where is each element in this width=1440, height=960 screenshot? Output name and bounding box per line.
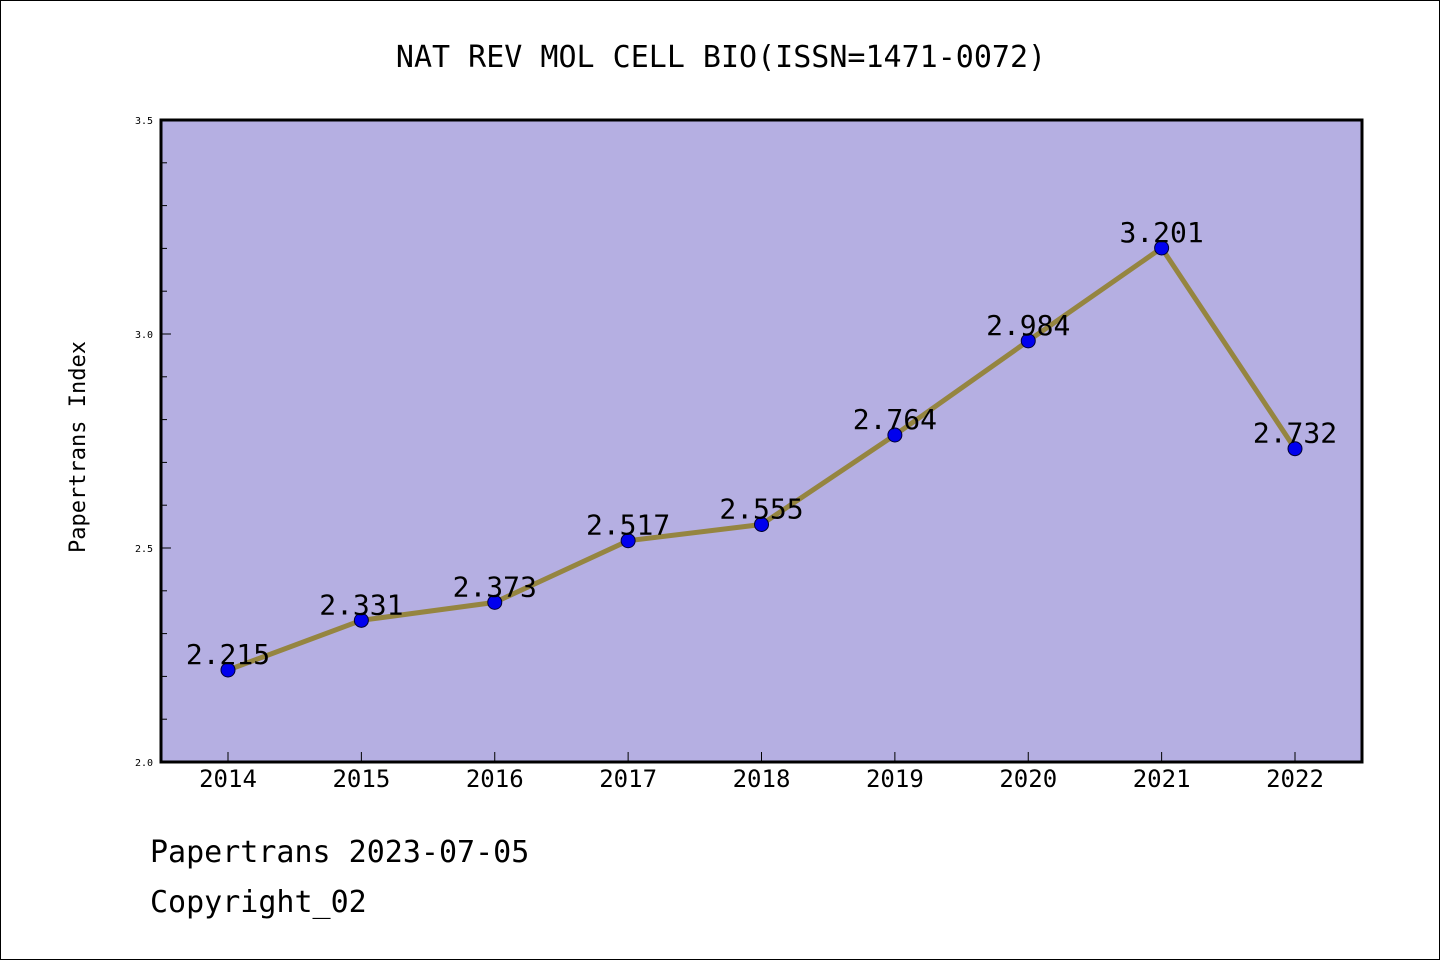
y-tick-label: 3.0 xyxy=(135,330,153,341)
axes-layer: 2.0 2.5 3.0 3.5 2014 2015 2016 2017 2018 2019 2020… xyxy=(135,116,1324,793)
data-point xyxy=(887,427,903,443)
data-point xyxy=(754,516,769,532)
data-point xyxy=(1154,240,1170,256)
x-tick-label: 2021 xyxy=(1133,765,1191,793)
data-label: 2.764 xyxy=(853,403,937,436)
data-point xyxy=(220,662,236,678)
footer-copyright: Copyright_02 xyxy=(150,885,367,920)
y-tick-label: 2.5 xyxy=(135,544,153,555)
x-tick-label: 2018 xyxy=(733,765,791,793)
data-point xyxy=(1020,333,1036,349)
x-tick-label: 2015 xyxy=(332,765,390,793)
footer-date: Papertrans 2023-07-05 xyxy=(150,835,530,870)
y-axis-label: Papertrans Index xyxy=(66,341,91,553)
data-label: 3.201 xyxy=(1119,216,1203,249)
data-label: 2.732 xyxy=(1253,417,1337,450)
series-layer xyxy=(220,240,1303,678)
y-tick-label: 3.5 xyxy=(135,116,153,127)
data-label: 2.555 xyxy=(719,492,803,525)
data-point xyxy=(620,533,636,549)
data-point xyxy=(353,612,369,628)
x-tick-label: 2017 xyxy=(599,765,657,793)
x-tick-label: 2016 xyxy=(466,765,524,793)
x-tick-label: 2020 xyxy=(999,765,1057,793)
data-point xyxy=(1287,441,1303,457)
data-labels-layer: 2.215 2.331 2.373 2.517 2.555 2.764 2.984 3.201… xyxy=(186,216,1337,671)
plot-area xyxy=(159,118,1364,764)
x-tick-label: 2022 xyxy=(1266,765,1324,793)
data-point xyxy=(487,594,503,610)
data-label: 2.331 xyxy=(319,588,403,621)
data-label: 2.215 xyxy=(186,638,270,671)
x-tick-label: 2014 xyxy=(199,765,257,793)
y-tick-label: 2.0 xyxy=(135,758,153,769)
x-tick-label: 2019 xyxy=(866,765,924,793)
data-label: 2.373 xyxy=(453,570,537,603)
data-label: 2.984 xyxy=(986,309,1070,342)
data-label: 2.517 xyxy=(586,509,670,542)
chart-title: NAT REV MOL CELL BIO(ISSN=1471-0072) xyxy=(396,40,1046,75)
